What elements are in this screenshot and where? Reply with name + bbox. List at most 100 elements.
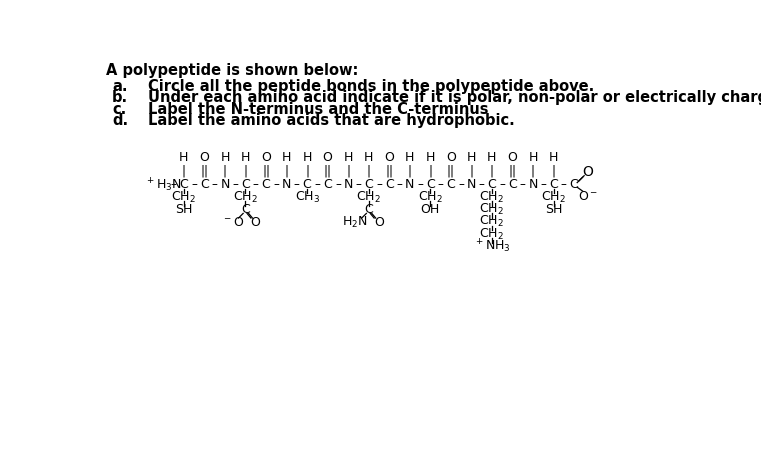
Text: –: –	[335, 178, 341, 191]
Text: ||: ||	[447, 164, 455, 177]
Text: O: O	[384, 150, 394, 164]
Text: $^-$O: $^-$O	[222, 216, 244, 229]
Text: H: H	[240, 150, 250, 164]
Text: H: H	[343, 150, 353, 164]
Text: –: –	[561, 178, 567, 191]
Text: CH$_2$: CH$_2$	[479, 227, 505, 242]
Text: O: O	[583, 165, 594, 179]
Text: O: O	[374, 216, 384, 229]
Text: H: H	[528, 150, 538, 164]
Text: Label the N-terminus and the C-terminus: Label the N-terminus and the C-terminus	[148, 102, 489, 117]
Text: |: |	[531, 164, 535, 177]
Text: CH$_2$: CH$_2$	[233, 190, 258, 205]
Text: O: O	[199, 150, 209, 164]
Text: –: –	[417, 178, 423, 191]
Text: O: O	[250, 216, 260, 229]
Text: –: –	[191, 178, 197, 191]
Text: –: –	[499, 178, 505, 191]
Text: H: H	[302, 150, 312, 164]
Text: O: O	[261, 150, 271, 164]
Text: –: –	[458, 178, 464, 191]
Text: N: N	[343, 178, 353, 191]
Text: H: H	[220, 150, 230, 164]
Text: O: O	[508, 150, 517, 164]
Text: Circle all the peptide bonds in the polypeptide above.: Circle all the peptide bonds in the poly…	[148, 79, 594, 94]
Text: C: C	[262, 178, 270, 191]
Text: H: H	[466, 150, 476, 164]
Text: C: C	[447, 178, 455, 191]
Text: C: C	[323, 178, 332, 191]
Text: –: –	[438, 178, 444, 191]
Text: ||: ||	[262, 164, 270, 177]
Text: ||: ||	[200, 164, 209, 177]
Text: |: |	[305, 164, 309, 177]
Text: |: |	[490, 164, 494, 177]
Text: H: H	[425, 150, 435, 164]
Text: |: |	[182, 164, 186, 177]
Text: –: –	[212, 178, 218, 191]
Text: N: N	[466, 178, 476, 191]
Text: Label the amino acids that are hydrophobic.: Label the amino acids that are hydrophob…	[148, 113, 514, 128]
Text: –: –	[170, 178, 177, 191]
Text: H: H	[364, 150, 374, 164]
Text: |: |	[285, 164, 288, 177]
Text: |: |	[346, 164, 350, 177]
Text: C: C	[365, 203, 373, 216]
Text: –: –	[355, 178, 361, 191]
Text: a.: a.	[112, 79, 128, 94]
Text: O: O	[323, 150, 333, 164]
Text: C: C	[241, 203, 250, 216]
Text: A polypeptide is shown below:: A polypeptide is shown below:	[106, 63, 358, 78]
Text: ||: ||	[385, 164, 393, 177]
Text: C: C	[241, 178, 250, 191]
Text: CH$_2$: CH$_2$	[541, 190, 566, 205]
Text: N: N	[282, 178, 291, 191]
Text: |: |	[367, 164, 371, 177]
Text: N: N	[405, 178, 415, 191]
Text: –: –	[232, 178, 238, 191]
Text: Under each amino acid indicate if it is polar, non-polar or electrically charged: Under each amino acid indicate if it is …	[148, 90, 761, 105]
Text: C: C	[570, 178, 578, 191]
Text: SH: SH	[545, 203, 562, 216]
Text: d.: d.	[112, 113, 129, 128]
Text: C: C	[303, 178, 311, 191]
Text: C: C	[549, 178, 558, 191]
Text: –: –	[520, 178, 526, 191]
Text: |: |	[223, 164, 227, 177]
Text: CH$_2$: CH$_2$	[418, 190, 443, 205]
Text: c.: c.	[112, 102, 126, 117]
Text: O: O	[446, 150, 456, 164]
Text: $^+$H$_3$N: $^+$H$_3$N	[145, 176, 182, 194]
Text: CH$_2$: CH$_2$	[479, 214, 505, 230]
Text: H$_2$N: H$_2$N	[342, 215, 368, 230]
Text: C: C	[200, 178, 209, 191]
Text: CH$_3$: CH$_3$	[295, 190, 320, 205]
Text: N: N	[528, 178, 538, 191]
Text: C: C	[385, 178, 393, 191]
Text: H: H	[487, 150, 497, 164]
Text: O$^-$: O$^-$	[578, 190, 598, 203]
Text: |: |	[244, 164, 247, 177]
Text: CH$_2$: CH$_2$	[171, 190, 196, 205]
Text: H: H	[282, 150, 291, 164]
Text: –: –	[314, 178, 320, 191]
Text: –: –	[396, 178, 403, 191]
Text: C: C	[508, 178, 517, 191]
Text: –: –	[294, 178, 300, 191]
Text: |: |	[428, 164, 432, 177]
Text: CH$_2$: CH$_2$	[479, 202, 505, 217]
Text: –: –	[253, 178, 259, 191]
Text: |: |	[408, 164, 412, 177]
Text: C: C	[180, 178, 188, 191]
Text: –: –	[376, 178, 382, 191]
Text: SH: SH	[175, 203, 193, 216]
Text: –: –	[273, 178, 279, 191]
Text: N: N	[220, 178, 230, 191]
Text: ||: ||	[508, 164, 517, 177]
Text: H: H	[549, 150, 559, 164]
Text: $^+$NH$_3$: $^+$NH$_3$	[473, 238, 510, 255]
Text: CH$_2$: CH$_2$	[479, 190, 505, 205]
Text: C: C	[488, 178, 496, 191]
Text: C: C	[426, 178, 435, 191]
Text: –: –	[540, 178, 546, 191]
